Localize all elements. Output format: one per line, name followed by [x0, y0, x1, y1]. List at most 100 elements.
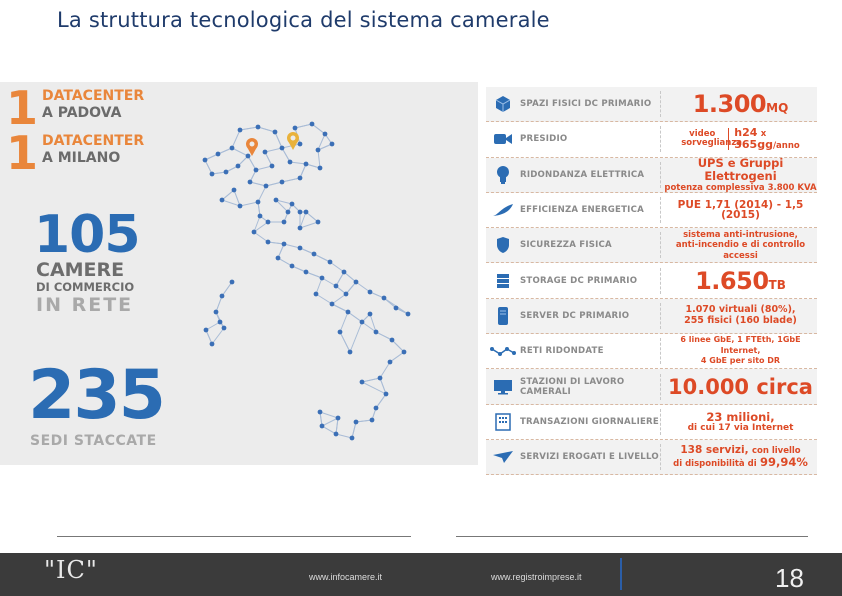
- map-link: [391, 339, 405, 353]
- map-link: [221, 281, 233, 297]
- map-link: [335, 433, 353, 439]
- map-link: [233, 189, 241, 207]
- map-node: [237, 203, 243, 209]
- map-node: [209, 171, 215, 177]
- map-link: [317, 143, 333, 151]
- map-link: [299, 221, 319, 229]
- stat-label: SERVER DC PRIMARIO: [520, 310, 630, 321]
- map-node: [281, 241, 287, 247]
- stat-row-sicurezza: SICUREZZA FISICA sistema anti-intrusione…: [486, 228, 817, 264]
- stat-row-stazioni: STAZIONI DI LAVORO CAMERALI 10.000 circa: [486, 369, 817, 405]
- map-link: [231, 129, 241, 149]
- map-node: [209, 341, 215, 347]
- map-node: [349, 435, 355, 441]
- map-link: [281, 147, 291, 163]
- map-node: [247, 179, 253, 185]
- map-node: [337, 329, 343, 335]
- map-link: [379, 361, 391, 379]
- infocamere-link[interactable]: www.infocamere.it: [309, 572, 383, 582]
- map-link: [305, 271, 323, 279]
- footer-rule-left: [57, 536, 411, 537]
- map-link: [255, 165, 273, 171]
- map-link: [221, 189, 235, 201]
- padova-pin-icon: [287, 132, 299, 150]
- map-link: [205, 321, 221, 331]
- map-node: [213, 309, 219, 315]
- map-node: [269, 163, 275, 169]
- map-node: [297, 209, 303, 215]
- stat-row-efficienza: EFFICIENZA ENERGETICA PUE 1,71 (2014) - …: [486, 193, 817, 229]
- map-node: [315, 147, 321, 153]
- map-link: [389, 351, 405, 363]
- stat-value: sistema anti-intrusione, anti-incendio e…: [675, 229, 806, 261]
- datacenter-label: DATACENTER: [42, 88, 145, 104]
- map-node: [329, 301, 335, 307]
- registroimprese-link[interactable]: www.registroimprese.it: [491, 572, 582, 582]
- stat-value: 10.000 circa: [668, 374, 813, 399]
- map-node: [289, 263, 295, 269]
- stat-row-presidio: PRESIDIO video sorveglianza h24 x 365gg/…: [486, 122, 817, 158]
- stat-value: video sorveglianza h24 x 365gg/anno: [681, 125, 800, 152]
- datacenter-location: A PADOVA: [42, 105, 122, 121]
- map-link: [277, 243, 285, 259]
- map-link: [311, 123, 326, 135]
- map-node: [319, 423, 325, 429]
- map-node: [279, 145, 285, 151]
- map-node: [333, 431, 339, 437]
- stat-label: TRANSAZIONI GIORNALIERE: [520, 416, 659, 427]
- stat-value: 138 servizi, con livello di disponibilit…: [673, 444, 808, 469]
- map-node: [311, 251, 317, 257]
- map-link: [345, 281, 357, 295]
- map-link: [329, 261, 345, 273]
- stat-value: 6 linee GbE, 1 FTEth, 1GbE Internet, 4 G…: [680, 335, 801, 366]
- sedi-label: SEDI STACCATE: [30, 433, 157, 449]
- map-node: [285, 209, 291, 215]
- map-link: [275, 199, 293, 205]
- camere-label: CAMERE: [36, 259, 125, 281]
- map-node: [341, 269, 347, 275]
- sedi-count: 235: [28, 356, 166, 435]
- stat-value: PUE 1,71 (2014) - 1,5 (2015): [677, 198, 804, 222]
- network-icon: [486, 334, 520, 368]
- map-link: [331, 293, 347, 305]
- map-link: [294, 123, 313, 129]
- map-link: [305, 211, 319, 223]
- map-node: [219, 293, 225, 299]
- map-node: [255, 199, 261, 205]
- map-link: [205, 329, 213, 345]
- map-link: [274, 131, 283, 149]
- map-node: [221, 325, 227, 331]
- map-link: [347, 311, 363, 323]
- map-link: [215, 295, 223, 313]
- map-node: [275, 255, 281, 261]
- footer-bar: [0, 553, 842, 596]
- map-link: [253, 215, 261, 233]
- map-link: [283, 243, 301, 249]
- map-node: [251, 229, 257, 235]
- map-node: [215, 151, 221, 157]
- map-link: [277, 257, 293, 267]
- map-link: [331, 303, 349, 313]
- stat-value: 1.070 virtuali (80%), 255 fisici (160 bl…: [684, 304, 797, 326]
- map-link: [275, 199, 289, 213]
- map-link: [305, 163, 321, 169]
- map-node: [229, 145, 235, 151]
- datacenter-count: 1: [6, 126, 39, 180]
- map-node: [383, 391, 389, 397]
- map-link: [239, 201, 259, 207]
- stat-value: UPS e Gruppi Elettrogeni potenza comples…: [664, 155, 817, 193]
- stat-row-transazioni: TRANSAZIONI GIORNALIERE 23 milioni, di c…: [486, 405, 817, 440]
- map-node: [235, 163, 241, 169]
- map-node: [347, 349, 353, 355]
- map-link: [264, 151, 273, 167]
- map-link: [319, 411, 339, 419]
- italy-network-map: [202, 121, 411, 441]
- map-node: [279, 179, 285, 185]
- stat-row-storage: STORAGE DC PRIMARIO 1.650TB: [486, 263, 817, 299]
- map-node: [255, 124, 261, 130]
- monitor-icon: [486, 369, 520, 403]
- leaf-icon: [486, 193, 520, 227]
- stat-row-servizi: SERVIZI EROGATI E LIVELLO 138 servizi, c…: [486, 439, 817, 476]
- map-node: [335, 415, 341, 421]
- map-link: [211, 327, 225, 345]
